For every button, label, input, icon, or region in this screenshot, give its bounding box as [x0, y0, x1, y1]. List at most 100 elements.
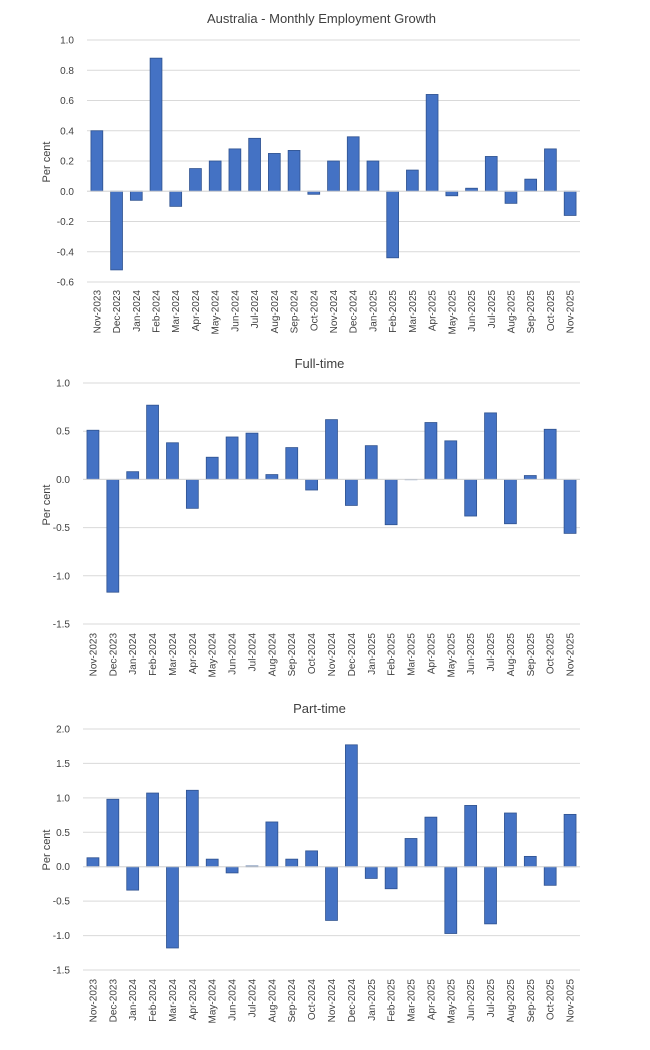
y-tick-label: -1.0: [53, 571, 71, 582]
bar-dec-2023: [110, 190, 123, 271]
y-tick-label: 1.5: [56, 759, 70, 770]
bar-mar-2025: [406, 169, 419, 192]
y-tick-label: 0.0: [60, 187, 74, 198]
bar-dec-2024: [345, 478, 358, 506]
x-tick-label: Dec-2024: [349, 290, 360, 334]
x-tick-label: Aug-2024: [267, 979, 278, 1023]
bar-apr-2025: [424, 422, 438, 480]
x-tick-label: Nov-2025: [566, 633, 577, 677]
bar-jan-2024: [129, 190, 143, 201]
bar-apr-2025: [425, 94, 439, 192]
bar-nov-2023: [86, 857, 100, 868]
bar-sep-2024: [287, 150, 301, 192]
x-tick-label: Apr-2025: [428, 290, 439, 332]
x-tick-label: Dec-2024: [347, 979, 358, 1023]
y-tick-label: 0.5: [56, 828, 70, 839]
x-tick-label: Jul-2024: [247, 633, 258, 672]
bar-nov-2025: [563, 813, 577, 868]
x-tick-label: Jan-2025: [367, 633, 378, 675]
bar-jun-2025: [464, 805, 478, 868]
x-tick-label: Jun-2025: [466, 633, 477, 675]
x-tick-label: Jan-2024: [132, 290, 143, 332]
bar-dec-2023: [106, 798, 120, 868]
bar-jul-2025: [484, 156, 498, 192]
x-tick-label: Jun-2024: [228, 633, 239, 675]
x-tick-label: May-2024: [208, 633, 219, 678]
bar-aug-2025: [504, 190, 518, 204]
bar-oct-2024: [305, 850, 318, 868]
bar-jul-2025: [484, 866, 497, 925]
bar-jul-2024: [248, 137, 261, 192]
x-tick-label: Oct-2024: [309, 290, 320, 332]
x-tick-label: Jul-2025: [486, 979, 497, 1018]
x-tick-label: Feb-2024: [152, 290, 163, 333]
x-tick-label: Jan-2025: [368, 290, 379, 332]
x-tick-label: Nov-2023: [88, 979, 99, 1023]
y-tick-label: -0.5: [53, 523, 71, 534]
bar-feb-2025: [384, 866, 398, 890]
x-tick-label: Jul-2025: [487, 290, 498, 329]
x-tick-label: Aug-2024: [270, 290, 281, 334]
x-tick-label: Aug-2025: [506, 979, 517, 1023]
y-tick-label: -0.6: [57, 278, 75, 289]
bar-mar-2025: [404, 838, 418, 868]
x-tick-label: Sep-2024: [287, 633, 298, 677]
x-tick-label: Feb-2025: [387, 633, 398, 676]
bar-mar-2024: [166, 442, 179, 480]
x-tick-label: Feb-2024: [148, 633, 159, 676]
x-tick-label: Jul-2024: [250, 290, 261, 329]
bar-aug-2025: [504, 812, 517, 868]
bar-oct-2025: [543, 866, 557, 886]
y-tick-label: -1.5: [53, 966, 71, 977]
y-tick-label: 0.5: [56, 427, 70, 438]
y-tick-label: -0.5: [53, 897, 71, 908]
x-tick-label: Sep-2024: [287, 979, 298, 1023]
bar-feb-2025: [386, 190, 399, 259]
x-tick-label: Jun-2024: [228, 979, 239, 1021]
x-tick-label: Jan-2024: [128, 633, 139, 675]
bar-sep-2024: [285, 447, 299, 480]
x-tick-label: Apr-2024: [188, 633, 199, 675]
bar-dec-2024: [346, 136, 360, 192]
y-tick-label: 0.6: [60, 96, 74, 107]
x-tick-label: Apr-2024: [188, 979, 199, 1021]
bar-apr-2024: [185, 478, 199, 509]
x-tick-label: Nov-2024: [327, 979, 338, 1023]
x-tick-label: Oct-2024: [307, 979, 318, 1021]
full-time-chart: Full-time Per cent 1.0 0.5 0.0 -0.5 -1.0 -1.5 No…: [41, 356, 580, 678]
bar-mar-2024: [166, 866, 179, 949]
bar-oct-2024: [305, 478, 318, 491]
x-tick-label: Jun-2025: [466, 979, 477, 1021]
bar-may-2024: [205, 858, 219, 868]
x-tick-label: Mar-2024: [168, 633, 179, 676]
y-tick-label: -0.4: [57, 247, 75, 258]
x-tick-label: May-2025: [447, 290, 458, 335]
y-tick-label: 0.0: [56, 862, 70, 873]
bar-dec-2023: [106, 478, 120, 593]
bar-jun-2024: [225, 866, 239, 874]
y-tick-label: -1.5: [53, 620, 71, 631]
bar-aug-2024: [265, 474, 279, 480]
bar-jul-2024: [245, 432, 259, 480]
bar-oct-2025: [543, 428, 557, 480]
x-tick-label: Apr-2025: [426, 979, 437, 1021]
bar-dec-2024: [345, 744, 358, 868]
bar-jun-2024: [228, 148, 242, 192]
bar-jan-2025: [364, 866, 378, 879]
x-tick-label: Jun-2024: [230, 290, 241, 332]
y-tick-label: 2.0: [56, 725, 70, 736]
x-tick-label: Jul-2024: [247, 979, 258, 1018]
x-tick-label: Aug-2025: [506, 633, 517, 677]
bar-apr-2024: [189, 168, 202, 192]
x-tick-label: Sep-2025: [526, 633, 537, 677]
bar-nov-2025: [563, 190, 577, 216]
y-tick-label: 0.4: [60, 126, 74, 137]
x-tick-label: Sep-2024: [290, 290, 301, 334]
bar-may-2024: [208, 160, 222, 192]
x-tick-label: Oct-2025: [546, 290, 557, 332]
bar-feb-2024: [146, 792, 159, 868]
bar-may-2025: [445, 190, 459, 197]
x-tick-label: Nov-2024: [329, 290, 340, 334]
bar-nov-2025: [563, 478, 577, 534]
